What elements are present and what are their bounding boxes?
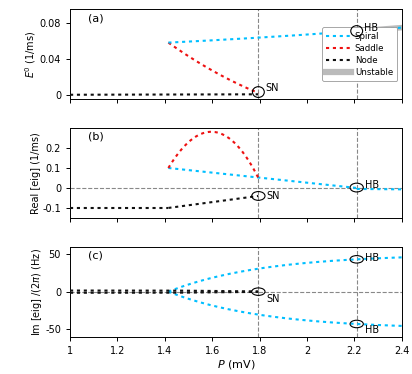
Text: HB: HB xyxy=(365,253,379,263)
Text: (c): (c) xyxy=(88,250,103,260)
Text: HB: HB xyxy=(364,23,378,33)
Text: SN: SN xyxy=(267,191,280,201)
Y-axis label: Real [eig] (1/ms): Real [eig] (1/ms) xyxy=(31,132,41,214)
Text: HB: HB xyxy=(365,325,379,335)
X-axis label: $P$ (mV): $P$ (mV) xyxy=(217,358,255,371)
Y-axis label: Im [eig] /(2$\pi$) (Hz): Im [eig] /(2$\pi$) (Hz) xyxy=(30,248,44,335)
Text: SN: SN xyxy=(265,83,279,94)
Legend: Spiral, Saddle, Node, Unstable: Spiral, Saddle, Node, Unstable xyxy=(322,27,398,81)
Text: (a): (a) xyxy=(88,13,104,23)
Text: SN: SN xyxy=(267,294,280,304)
Y-axis label: $E^0$ (1/ms): $E^0$ (1/ms) xyxy=(23,31,38,78)
Text: (b): (b) xyxy=(88,132,104,142)
Text: HB: HB xyxy=(365,180,379,190)
